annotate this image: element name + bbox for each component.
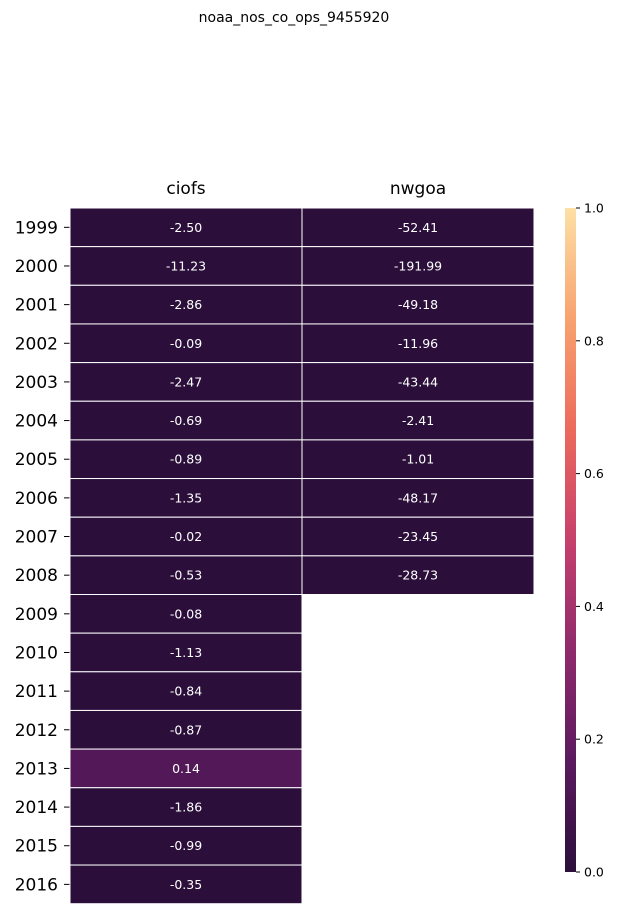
column-label-nwgoa: nwgoa [390, 179, 446, 199]
colorbar-tick-label: 0.0 [584, 865, 604, 880]
cell-value-label: -0.99 [170, 838, 202, 853]
cell-value-label: -0.89 [170, 452, 202, 467]
heatmap-cell [69, 246, 303, 286]
heatmap-cell [69, 671, 303, 711]
heatmap-cell [69, 207, 303, 248]
row-label-2014: 2014 [15, 798, 58, 818]
cell-value-label: -0.84 [170, 684, 202, 699]
heatmap-cell [69, 864, 303, 905]
row-label-2005: 2005 [15, 450, 58, 470]
heatmap-cell [69, 632, 303, 673]
heatmap-cell [301, 246, 535, 286]
cell-value-label: -2.41 [402, 413, 434, 428]
heatmap-cell [69, 748, 303, 789]
cell-value-label: -52.41 [398, 220, 438, 235]
cell-value-label: -0.09 [170, 336, 202, 351]
cell-value-label: -1.86 [170, 800, 202, 815]
heatmap-cell [301, 207, 535, 248]
cell-value-label: -0.53 [170, 568, 202, 583]
colorbar-tick-label: 0.4 [584, 599, 604, 614]
cell-value-label: -0.02 [170, 529, 202, 544]
row-labels: 1999 2000 2001 2002 2003 2004 2005 2006 2007 2008… [15, 218, 70, 895]
cell-value-label: -43.44 [398, 374, 438, 389]
heatmap-cells: -2.50 -52.41 -11.23 -191.99 -2.86 -49.18 -0.09… [69, 207, 535, 905]
heatmap-cell [301, 439, 535, 480]
heatmap-cell [69, 478, 303, 518]
cell-value-label: -0.87 [170, 722, 202, 737]
row-label-2004: 2004 [15, 412, 58, 432]
heatmap-cell [301, 400, 535, 441]
row-label-2002: 2002 [15, 334, 58, 354]
cell-value-label: -191.99 [394, 258, 442, 273]
cell-value-label: -49.18 [398, 297, 438, 312]
cell-value-label: -28.73 [398, 568, 438, 583]
colorbar-tick-label: 1.0 [584, 201, 604, 216]
heatmap-cell [69, 594, 303, 634]
cell-value-label: -11.23 [166, 258, 206, 273]
heatmap-cell [69, 439, 303, 480]
row-label-2008: 2008 [15, 566, 58, 586]
column-labels: ciofs nwgoa [166, 179, 446, 199]
column-label-ciofs: ciofs [166, 179, 205, 199]
row-label-2003: 2003 [15, 373, 58, 393]
row-label-1999: 1999 [15, 218, 58, 238]
heatmap-cell [69, 709, 303, 750]
cell-value-label: -0.69 [170, 413, 202, 428]
cell-value-label: -0.08 [170, 606, 202, 621]
row-label-2016: 2016 [15, 875, 58, 895]
row-label-2000: 2000 [15, 257, 58, 277]
chart-title: noaa_nos_co_ops_9455920 [199, 10, 390, 26]
colorbar-tick-label: 0.2 [584, 732, 604, 747]
row-label-2006: 2006 [15, 489, 58, 509]
row-label-2012: 2012 [15, 721, 58, 741]
heatmap-cell [301, 478, 535, 518]
row-label-2001: 2001 [15, 296, 58, 316]
row-label-2011: 2011 [15, 682, 58, 702]
row-label-2009: 2009 [15, 605, 58, 625]
heatmap-cell [69, 516, 303, 557]
heatmap-cell [301, 323, 535, 364]
cell-value-label: -2.86 [170, 297, 202, 312]
heatmap-cell [301, 362, 535, 402]
colorbar-gradient [565, 208, 576, 872]
cell-value-label: -48.17 [398, 490, 438, 505]
heatmap-cell [301, 555, 535, 595]
cell-value-label: -1.13 [170, 645, 202, 660]
colorbar: 0.0 0.2 0.4 0.6 0.8 1.0 [565, 201, 604, 880]
cell-value-label: -2.50 [170, 220, 202, 235]
row-label-2013: 2013 [15, 759, 58, 779]
cell-value-label: -0.35 [170, 877, 202, 892]
cell-value-label: 0.14 [172, 761, 200, 776]
cell-value-label: -11.96 [398, 336, 438, 351]
row-label-2010: 2010 [15, 643, 58, 663]
row-label-2015: 2015 [15, 837, 58, 857]
cell-value-label: -1.35 [170, 490, 202, 505]
heatmap-cell [301, 516, 535, 557]
heatmap-cell [69, 787, 303, 827]
cell-value-label: -23.45 [398, 529, 438, 544]
heatmap-cell [301, 284, 535, 325]
colorbar-tick-label: 0.6 [584, 466, 604, 481]
heatmap-cell [69, 555, 303, 595]
cell-value-label: -2.47 [170, 374, 202, 389]
colorbar-ticks: 0.0 0.2 0.4 0.6 0.8 1.0 [576, 201, 604, 880]
row-label-2007: 2007 [15, 528, 58, 548]
cell-value-label: -1.01 [402, 452, 434, 467]
colorbar-tick-label: 0.8 [584, 333, 604, 348]
heatmap-cell [69, 825, 303, 866]
